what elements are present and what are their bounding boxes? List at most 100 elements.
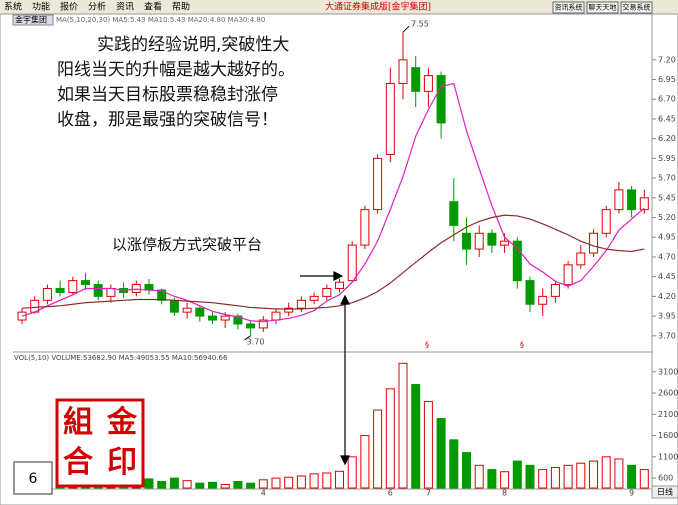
candle-body bbox=[512, 240, 522, 282]
arrows bbox=[300, 271, 350, 466]
volume-bar bbox=[296, 475, 306, 489]
seal-char: 印 bbox=[107, 445, 137, 480]
candle-body bbox=[563, 264, 573, 286]
y-tick-label: 7.20 bbox=[658, 55, 676, 64]
y-tick-label: 6.95 bbox=[658, 75, 676, 84]
candle-body bbox=[93, 284, 103, 297]
x-label: 7 bbox=[426, 489, 431, 498]
volume-bar bbox=[220, 483, 230, 489]
volume-bar bbox=[601, 456, 611, 489]
volume-bar bbox=[436, 418, 446, 489]
volume-bar bbox=[195, 482, 205, 489]
seal-char: 組 bbox=[63, 405, 93, 440]
candle-body bbox=[423, 75, 433, 92]
v-tick-label: 3100 bbox=[658, 367, 678, 376]
candle-body bbox=[550, 284, 560, 297]
candle-body bbox=[589, 232, 598, 254]
candle-body bbox=[614, 189, 624, 211]
candle-body bbox=[500, 240, 510, 246]
menu-item[interactable]: 帮助 bbox=[172, 1, 190, 13]
volume-bar bbox=[182, 480, 192, 489]
candle-body bbox=[462, 232, 471, 250]
x-label: 9 bbox=[629, 489, 634, 498]
volume-bar bbox=[614, 458, 624, 489]
volume-bar bbox=[576, 462, 586, 489]
high-pointer bbox=[402, 25, 410, 33]
candle-body bbox=[106, 287, 116, 297]
candle-body bbox=[335, 281, 344, 289]
button[interactable] bbox=[620, 1, 653, 14]
candle-body bbox=[385, 82, 395, 155]
page-box bbox=[13, 461, 53, 495]
button-label: 资讯系统 bbox=[555, 3, 583, 12]
candle-body bbox=[373, 157, 383, 211]
volume-bar bbox=[500, 471, 510, 489]
volume-bar bbox=[462, 452, 471, 489]
menu-item[interactable]: 查看 bbox=[144, 1, 162, 13]
volume-bar bbox=[258, 479, 268, 489]
candle-body bbox=[627, 189, 637, 211]
candle-body bbox=[322, 287, 332, 297]
volume-bar bbox=[398, 362, 408, 489]
volume-bar bbox=[385, 388, 395, 489]
x-label: 8 bbox=[502, 489, 507, 498]
candle-body bbox=[639, 197, 649, 211]
volume-bar bbox=[233, 480, 243, 489]
volume-bar bbox=[208, 481, 217, 489]
volume-bar bbox=[157, 480, 167, 489]
volume-bar bbox=[284, 476, 294, 489]
annotation: 收盘，那是最强的突破信号！ bbox=[57, 110, 278, 130]
stock-name: 金宇集团 bbox=[15, 15, 47, 25]
volume-bar bbox=[271, 477, 281, 489]
candle-body bbox=[157, 289, 167, 301]
menu-item[interactable]: 报价 bbox=[60, 1, 78, 13]
v-tick-label: 2100 bbox=[658, 410, 678, 419]
candle-body bbox=[55, 287, 65, 293]
breakout-note: 以涨停板方式突破平台 bbox=[112, 236, 262, 254]
seal-char: 合 bbox=[63, 445, 93, 480]
y-tick-label: 6.20 bbox=[658, 134, 676, 143]
candle-body bbox=[220, 315, 230, 321]
y-tick-label: 6.70 bbox=[658, 95, 676, 104]
menu-item[interactable]: 资讯 bbox=[116, 2, 134, 13]
volume-bar bbox=[639, 469, 649, 489]
period-box[interactable] bbox=[651, 485, 678, 499]
volume-bar bbox=[347, 456, 357, 489]
button[interactable] bbox=[552, 1, 585, 14]
volume-bar bbox=[423, 401, 433, 489]
seal-char: 金 bbox=[106, 405, 138, 440]
volume-bar bbox=[563, 464, 573, 489]
candle-body bbox=[347, 244, 357, 282]
candle-body bbox=[601, 209, 611, 234]
annotation: 如果当天目标股票稳稳封涨停 bbox=[57, 85, 278, 105]
candle-body bbox=[398, 59, 408, 84]
y-tick-label: 4.95 bbox=[658, 233, 676, 242]
volume-bar bbox=[335, 470, 344, 489]
button-label: 聊天天地 bbox=[589, 3, 617, 12]
candle-body bbox=[538, 295, 548, 305]
menu-item[interactable]: 功能 bbox=[32, 1, 50, 13]
candle-body bbox=[360, 209, 370, 246]
candle-body bbox=[284, 307, 294, 313]
button[interactable] bbox=[586, 1, 619, 14]
v-tick-label: 2600 bbox=[658, 389, 678, 398]
marker: § bbox=[520, 341, 524, 350]
menu-bar bbox=[0, 0, 678, 14]
candle-body bbox=[144, 284, 154, 291]
candle-body bbox=[436, 75, 446, 124]
candle-body bbox=[131, 284, 141, 293]
candle-body bbox=[182, 307, 192, 313]
high-label: 7.55 bbox=[411, 20, 429, 29]
volume-label: VOL(5,10) VOLUME:53682.90 MA5:49053.55 M… bbox=[14, 354, 228, 362]
volume-bar bbox=[474, 464, 484, 489]
menu-item[interactable]: 分析 bbox=[88, 1, 106, 13]
y-tick-label: 4.20 bbox=[658, 292, 676, 301]
y-tick-label: 3.70 bbox=[658, 331, 676, 340]
candle-body bbox=[246, 323, 256, 329]
candle-body bbox=[68, 280, 78, 293]
v-tick-label: 600 bbox=[658, 474, 673, 483]
stock-tab[interactable] bbox=[12, 14, 54, 26]
volume-bar bbox=[487, 469, 497, 489]
menu-item[interactable]: 系统 bbox=[4, 1, 22, 13]
x-label: 6 bbox=[388, 489, 393, 498]
